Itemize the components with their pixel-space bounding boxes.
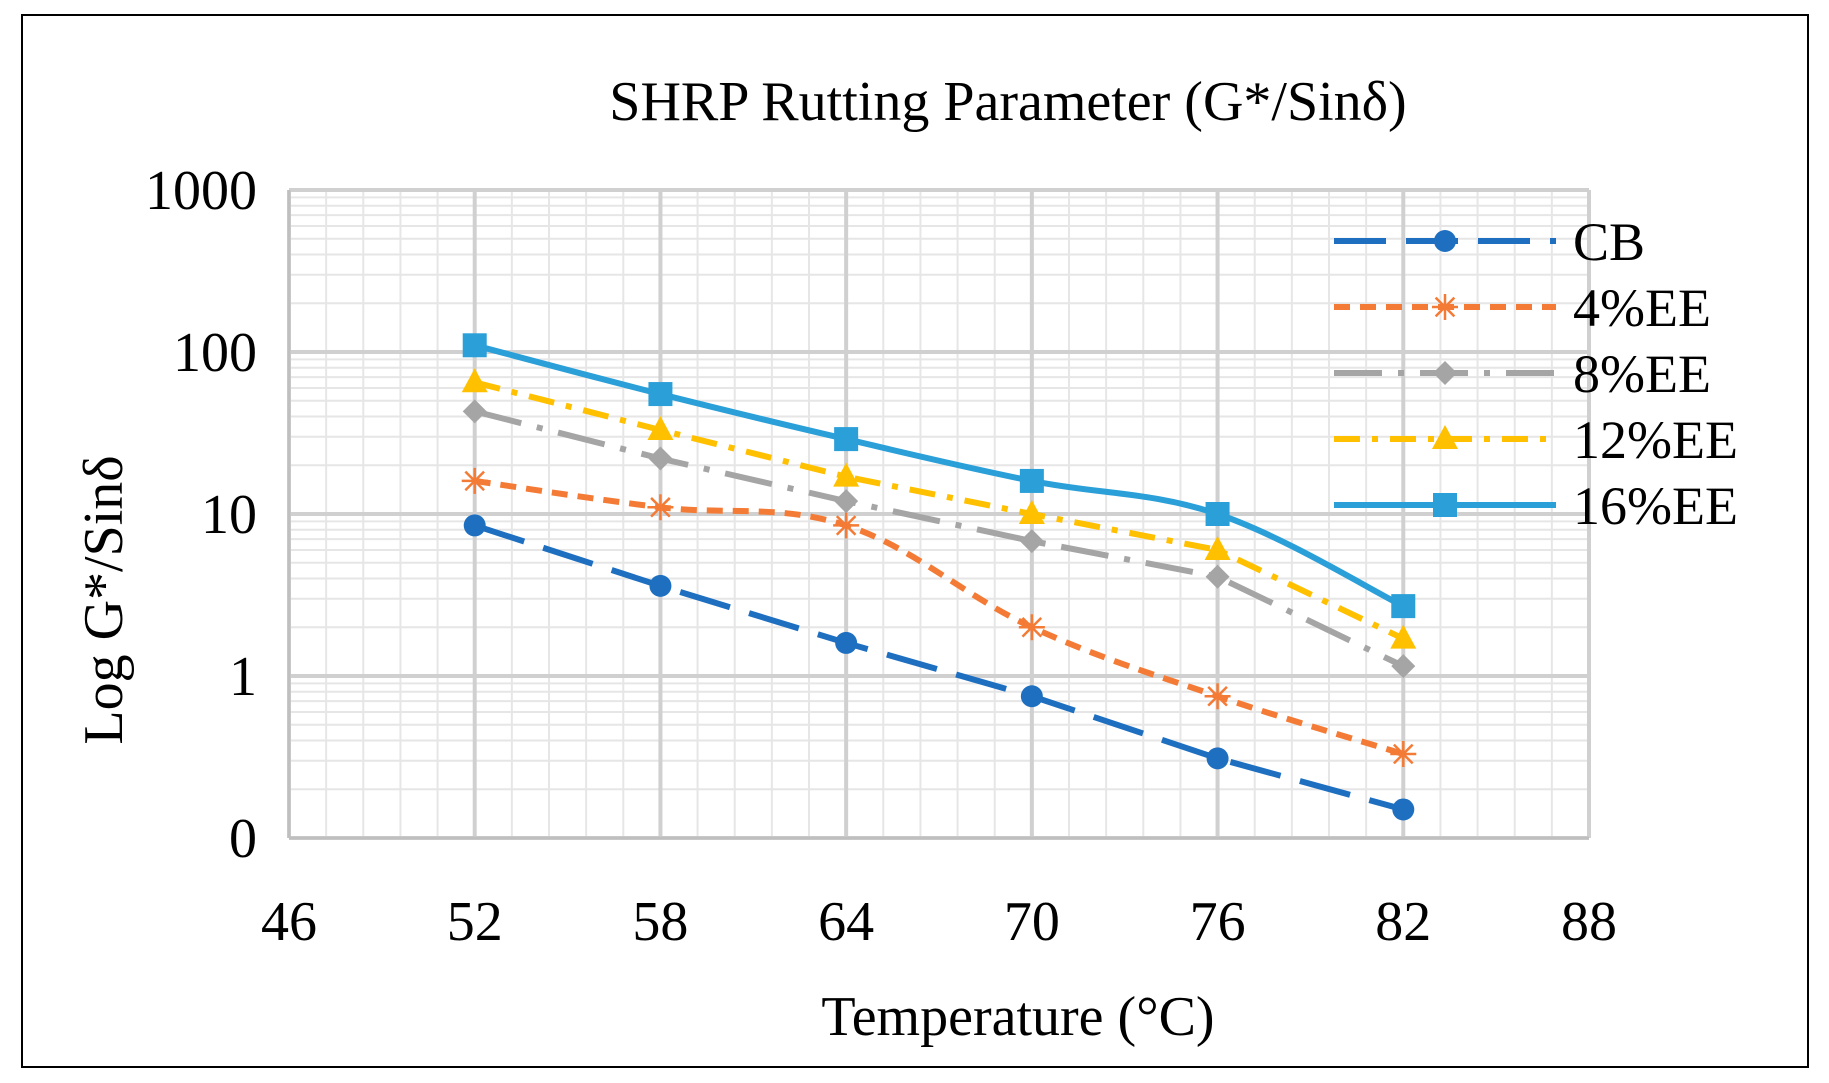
- data-point: [833, 512, 860, 539]
- x-tick-label: 82: [1375, 891, 1431, 953]
- legend-label: 4%EE: [1573, 278, 1711, 338]
- data-point: [649, 574, 672, 597]
- star-stroke: [1434, 296, 1456, 318]
- y-axis-title: Log G*/Sinδ: [73, 455, 135, 744]
- star-stroke: [1207, 685, 1228, 707]
- legend-marker: [1434, 230, 1456, 252]
- x-tick-label: 58: [632, 891, 688, 953]
- chart-title: SHRP Rutting Parameter (G*/Sinδ): [609, 71, 1406, 133]
- legend-marker: [1432, 425, 1458, 449]
- x-axis-title: Temperature (°C): [821, 986, 1214, 1048]
- data-point: [834, 427, 859, 452]
- y-tick-label: 10: [201, 484, 257, 546]
- axes: [287, 190, 1589, 840]
- series-line: [474, 477, 1405, 757]
- legend-label: CB: [1573, 212, 1645, 272]
- series-16%EE: [462, 333, 1416, 619]
- data-point: [462, 333, 487, 358]
- legend-item: 4%EE: [1334, 278, 1711, 338]
- data-point: [1018, 500, 1045, 524]
- data-point: [462, 399, 487, 424]
- data-point: [1019, 468, 1044, 493]
- data-point: [1391, 654, 1416, 679]
- data-point: [1019, 529, 1044, 554]
- data-point: [1392, 798, 1415, 821]
- y-tick-label: 100: [173, 322, 257, 384]
- data-point: [1204, 535, 1231, 560]
- star-stroke: [1393, 743, 1414, 765]
- legend-label: 8%EE: [1573, 344, 1711, 404]
- legend-label: 12%EE: [1573, 410, 1738, 470]
- data-point: [1390, 624, 1417, 649]
- x-tick-label: 70: [1004, 891, 1060, 953]
- x-tick-label: 64: [818, 891, 874, 953]
- legend-item: 16%EE: [1334, 476, 1738, 536]
- data-point: [463, 514, 486, 537]
- data-point: [647, 416, 674, 441]
- y-tick-label: 1000: [145, 160, 257, 222]
- data-point: [461, 467, 488, 494]
- data-point: [1390, 741, 1417, 768]
- data-point: [1206, 747, 1229, 770]
- star-stroke: [650, 497, 671, 518]
- data-point: [1020, 685, 1043, 708]
- series-line: [473, 342, 1405, 609]
- legend-marker: [1432, 294, 1458, 320]
- x-tick-label: 52: [447, 891, 503, 953]
- data-point: [1204, 683, 1231, 710]
- series-line: [473, 408, 1405, 669]
- data-point: [1018, 614, 1045, 641]
- star-stroke: [464, 470, 485, 492]
- series-CB: [463, 514, 1415, 821]
- data-point: [648, 446, 673, 471]
- y-tick-label: 0: [229, 808, 257, 870]
- data-point: [1391, 594, 1416, 619]
- series: [461, 333, 1417, 821]
- x-tick-label: 46: [261, 891, 317, 953]
- data-point: [1205, 564, 1230, 589]
- data-point: [835, 631, 858, 654]
- data-point: [461, 368, 488, 393]
- series-12%EE: [461, 368, 1417, 649]
- series-line: [473, 522, 1405, 813]
- y-tick-label: 1: [229, 646, 257, 708]
- series-8%EE: [462, 399, 1416, 679]
- legend-marker: [1433, 493, 1457, 517]
- legend-item: 8%EE: [1334, 344, 1711, 404]
- legend-marker: [1433, 361, 1457, 385]
- tick-labels: 46 52 58 64 70 76 82 88 0 1 10 100 1000: [145, 160, 1617, 953]
- data-point: [648, 382, 673, 407]
- data-point: [1205, 502, 1230, 526]
- star-stroke: [835, 515, 857, 536]
- series-line: [473, 379, 1405, 642]
- data-point: [833, 462, 860, 487]
- x-tick-label: 76: [1190, 891, 1246, 953]
- legend-item: CB: [1334, 212, 1645, 272]
- x-tick-label: 88: [1561, 891, 1617, 953]
- data-point: [647, 494, 674, 521]
- legend-label: 16%EE: [1573, 476, 1738, 536]
- star-stroke: [1021, 616, 1043, 638]
- data-point: [834, 489, 859, 514]
- legend-item: 12%EE: [1334, 410, 1738, 470]
- series-4%EE: [461, 467, 1417, 768]
